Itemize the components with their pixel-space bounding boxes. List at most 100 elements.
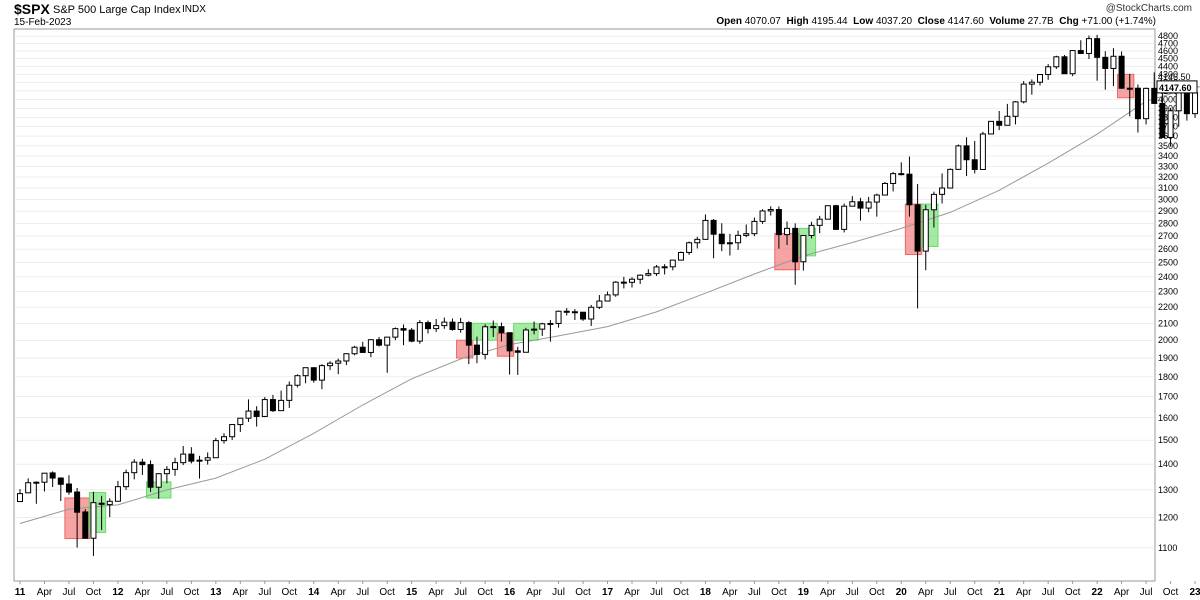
y-tick-label: 1900 xyxy=(1158,353,1178,363)
candle-body xyxy=(588,306,595,320)
candle-body xyxy=(824,205,831,220)
candle-body xyxy=(955,145,962,170)
low-label: Low xyxy=(853,16,874,27)
candle-body xyxy=(229,424,236,438)
candle-body xyxy=(221,436,227,442)
candle-body xyxy=(359,346,366,353)
candle-body xyxy=(302,367,309,377)
y-tick-label: 2400 xyxy=(1158,272,1178,282)
candle-body xyxy=(620,281,627,284)
y-tick-label: 1400 xyxy=(1158,459,1178,469)
watermark: @StockCharts.com xyxy=(1105,3,1192,14)
x-tick-label: Oct xyxy=(379,587,395,598)
x-tick-label: Oct xyxy=(673,587,689,598)
candle-body xyxy=(531,328,538,331)
candle-body xyxy=(416,322,423,342)
candle-body xyxy=(988,120,995,135)
candle-body xyxy=(792,227,799,263)
y-tick-label: 1600 xyxy=(1158,413,1178,423)
candle-body xyxy=(188,453,195,462)
candle-body xyxy=(310,367,317,381)
y-tick-label: 1500 xyxy=(1158,435,1178,445)
x-tick-label: Apr xyxy=(722,587,738,598)
candle-body xyxy=(514,350,521,353)
candle-body xyxy=(74,491,81,513)
candle-body xyxy=(441,321,448,327)
candle-body xyxy=(400,328,407,331)
candle-body xyxy=(522,329,529,353)
open-value: 4070.07 xyxy=(744,16,781,27)
candle-body xyxy=(1192,92,1199,115)
x-tick-label: Jul xyxy=(552,587,565,598)
x-tick-label: Apr xyxy=(624,587,640,598)
candle-body xyxy=(1102,56,1109,69)
candle-body xyxy=(425,322,431,330)
candle-body xyxy=(694,238,701,244)
candle-body xyxy=(800,234,807,263)
candle-body xyxy=(65,483,72,493)
candle-body xyxy=(294,375,301,386)
candle-body xyxy=(1037,74,1043,83)
candle-body xyxy=(759,210,766,222)
candle-body xyxy=(163,468,170,475)
x-tick-label: 20 xyxy=(896,587,908,598)
candle-body xyxy=(547,322,554,325)
candle-body xyxy=(376,339,383,346)
candle-body xyxy=(473,344,480,355)
candle-body xyxy=(963,145,970,161)
x-tick-label: Oct xyxy=(967,587,983,598)
candle-body xyxy=(351,346,358,355)
open-label: Open xyxy=(716,16,742,27)
high-label: High xyxy=(786,16,809,27)
candle-body xyxy=(490,326,497,329)
y-tick-label: 4600 xyxy=(1158,46,1178,56)
last-price-box xyxy=(1156,80,1198,94)
candle-body xyxy=(1183,92,1190,115)
y-tick-label: 4400 xyxy=(1158,61,1178,71)
candle-body xyxy=(939,187,946,195)
candle-body xyxy=(392,328,399,338)
x-tick-label: Apr xyxy=(330,587,346,598)
chart-header: $SPX S&P 500 Large Cap Index INDX 15-Feb… xyxy=(0,0,1200,28)
candle-body xyxy=(930,193,937,211)
candle-body xyxy=(735,234,742,244)
candle-body xyxy=(710,219,717,235)
candle-body xyxy=(286,384,293,401)
candle-body xyxy=(482,326,489,355)
candle-body xyxy=(539,323,546,330)
x-tick-label: Oct xyxy=(869,587,885,598)
candle-body xyxy=(1159,102,1166,138)
candle-body xyxy=(686,242,693,253)
candle-body xyxy=(1167,110,1174,138)
y-tick-label: 4800 xyxy=(1158,31,1178,41)
index-name: S&P 500 Large Cap Index xyxy=(53,4,181,16)
candle-body xyxy=(408,329,415,342)
candle-body xyxy=(82,511,89,539)
y-tick-label: 1300 xyxy=(1158,485,1178,495)
x-tick-label: Jul xyxy=(846,587,859,598)
candle-body xyxy=(318,365,325,381)
candle-body xyxy=(596,300,603,308)
x-tick-label: 18 xyxy=(700,587,712,598)
candle-body xyxy=(718,233,725,245)
candle-body xyxy=(98,502,105,505)
candle-body xyxy=(49,472,56,479)
y-tick-label: 4300 xyxy=(1158,69,1178,79)
candle-body xyxy=(1045,66,1052,76)
candle-body xyxy=(41,472,48,483)
candle-body xyxy=(751,220,758,235)
candle-body xyxy=(726,242,733,245)
y-tick-label: 2800 xyxy=(1158,218,1178,228)
x-tick-label: Jul xyxy=(63,587,76,598)
x-tick-label: Oct xyxy=(1163,587,1179,598)
candle-body xyxy=(278,399,285,412)
candle-body xyxy=(1077,50,1084,54)
x-tick-label: Jul xyxy=(650,587,663,598)
candle-body xyxy=(90,502,97,539)
x-tick-label: 15 xyxy=(406,587,418,598)
ohlc-readout: Open 4070.07 High 4195.44 Low 4037.20 Cl… xyxy=(716,16,1156,27)
candle-body xyxy=(906,173,913,206)
candle-body xyxy=(212,440,219,459)
y-tick-label: 2200 xyxy=(1158,302,1178,312)
